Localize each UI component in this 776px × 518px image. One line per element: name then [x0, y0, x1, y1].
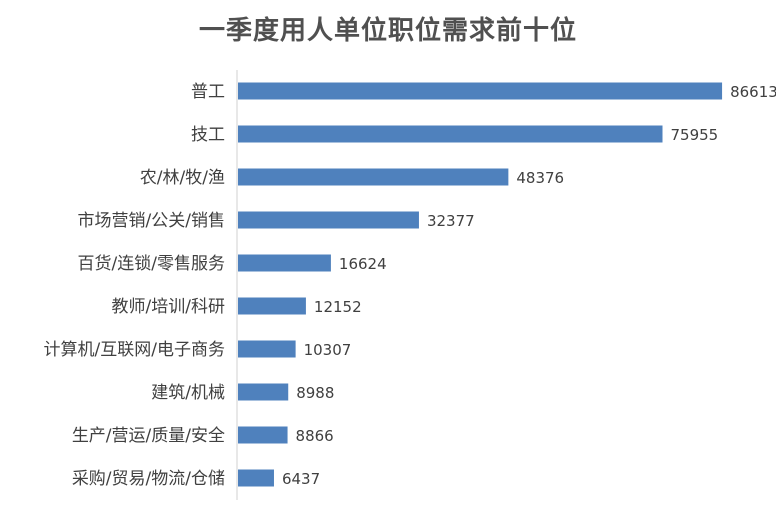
- value-label: 86613: [730, 83, 776, 101]
- value-label: 8988: [296, 384, 334, 402]
- category-label: 建筑/机械: [151, 383, 225, 403]
- bar: [238, 168, 509, 186]
- bar: [238, 340, 296, 358]
- value-label: 16624: [339, 255, 387, 273]
- value-label: 6437: [282, 470, 320, 488]
- bar: [238, 426, 288, 444]
- value-labels-group: 86613 75955 48376 32377 16624 12152 10307 8988 8…: [282, 83, 776, 488]
- bar: [238, 383, 289, 401]
- bar: [238, 125, 663, 143]
- value-label: 8866: [296, 427, 334, 445]
- bar: [238, 82, 723, 100]
- bar: [238, 254, 331, 272]
- bar: [238, 469, 274, 487]
- value-label: 10307: [304, 341, 352, 359]
- value-label: 48376: [516, 169, 564, 187]
- category-label: 生产/营运/质量/安全: [72, 426, 225, 446]
- category-label: 百货/连锁/零售服务: [78, 254, 225, 274]
- category-label: 教师/培训/科研: [112, 297, 225, 317]
- bars-group: [238, 82, 723, 487]
- category-label: 计算机/互联网/电子商务: [44, 340, 225, 360]
- category-label: 采购/贸易/物流/仓储: [72, 469, 225, 489]
- value-label: 12152: [314, 298, 362, 316]
- value-label: 75955: [671, 126, 719, 144]
- category-label: 农/林/牧/渔: [140, 168, 225, 188]
- bar: [238, 297, 306, 315]
- bar: [238, 211, 419, 229]
- category-label: 技工: [191, 125, 225, 145]
- value-label: 32377: [427, 212, 475, 230]
- category-label: 市场营销/公关/销售: [78, 211, 225, 231]
- category-label: 普工: [191, 82, 225, 102]
- chart-title: 一季度用人单位职位需求前十位: [198, 16, 577, 46]
- category-labels-group: 普工技工农/林/牧/渔市场营销/公关/销售百货/连锁/零售服务教师/培训/科研计…: [44, 82, 225, 489]
